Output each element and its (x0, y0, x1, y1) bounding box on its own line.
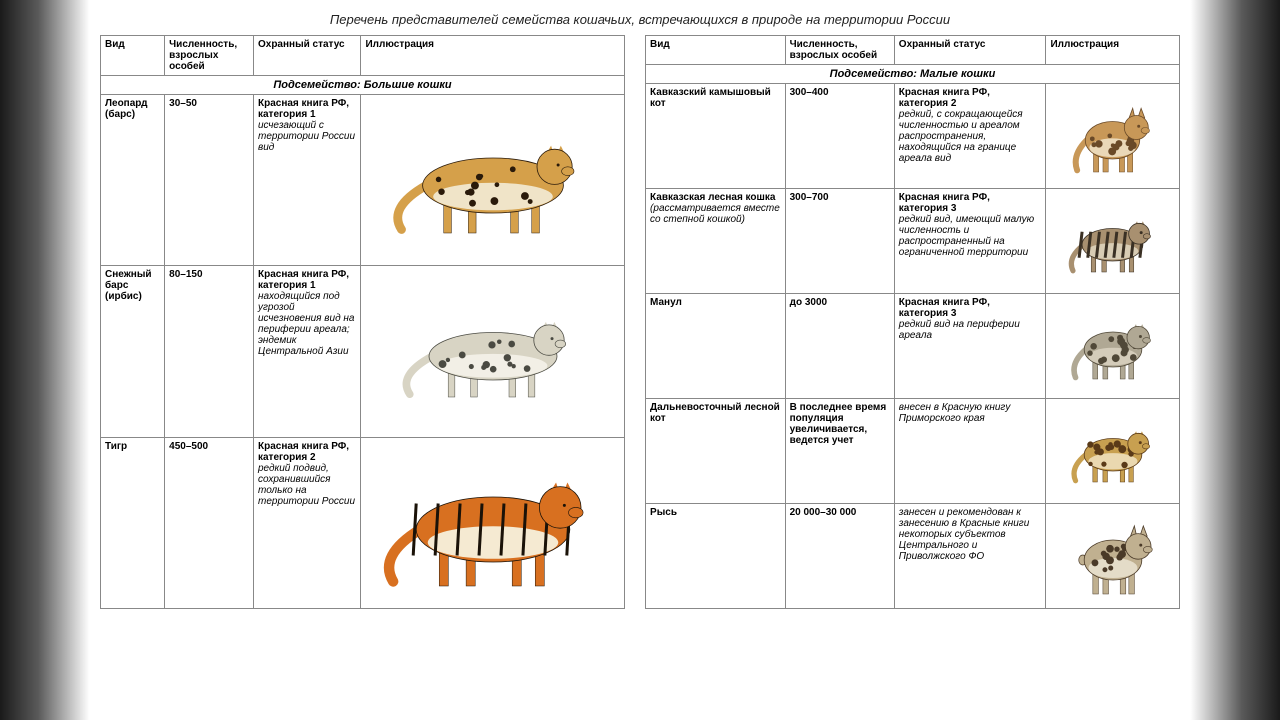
cell-illustration (1046, 504, 1180, 609)
status-note: исчезающий с территории России вид (258, 120, 356, 153)
species-name: Рысь (650, 507, 781, 518)
species-name: Кавказская лесная кошка (650, 192, 781, 203)
table-row: Тигр 450–500Красная книга РФ, категория 2… (101, 437, 625, 608)
cat-illustration-icon (1050, 419, 1175, 484)
table-row: Дальневосточный лесной котВ последнее вр… (646, 399, 1180, 504)
cell-population: 30–50 (165, 95, 254, 266)
cell-illustration (361, 437, 625, 608)
cell-population: 300–400 (785, 84, 894, 189)
cell-illustration (1046, 294, 1180, 399)
header-illustration: Иллюстрация (1046, 36, 1180, 65)
cell-status: Красная книга РФ, категория 2редкий подв… (253, 437, 360, 608)
status-note: редкий подвид, сохранившийся только на т… (258, 463, 356, 507)
table-row: Леопард (барс)30–50Красная книга РФ, кат… (101, 95, 625, 266)
header-status: Охранный статус (894, 36, 1046, 65)
status-main: Красная книга РФ, категория 2 (899, 87, 1042, 109)
cell-illustration (1046, 399, 1180, 504)
cell-status: Красная книга РФ, категория 3редкий вид … (894, 294, 1046, 399)
cell-status: Красная книга РФ, категория 3редкий вид,… (894, 189, 1046, 294)
species-name: Снежный барс (ирбис) (105, 269, 160, 302)
species-name: Манул (650, 297, 781, 308)
cell-illustration (1046, 84, 1180, 189)
table-row: Снежный барс (ирбис)80–150Красная книга … (101, 266, 625, 437)
cell-illustration (1046, 189, 1180, 294)
status-note: внесен в Красную книгу Приморского края (899, 402, 1042, 424)
header-illustration: Иллюстрация (361, 36, 625, 76)
status-main: Красная книга РФ, категория 2 (258, 441, 356, 463)
table-row: Кавказская лесная кошка(рассматривается … (646, 189, 1180, 294)
header-status: Охранный статус (253, 36, 360, 76)
status-note: редкий, с сокращающейся численностью и а… (899, 109, 1042, 164)
status-main: Красная книга РФ, категория 3 (899, 297, 1042, 319)
page-title: Перечень представителей семейства кошачь… (0, 0, 1280, 35)
table-row: Рысь 20 000–30 000занесен и рекомендован … (646, 504, 1180, 609)
table-small-cats: Вид Численность, взрослых особей Охранны… (645, 35, 1180, 609)
cell-species: Рысь (646, 504, 786, 609)
cat-illustration-icon (1050, 99, 1175, 174)
tables-container: Вид Численность, взрослых особей Охранны… (0, 35, 1280, 609)
cell-species: Кавказская лесная кошка(рассматривается … (646, 189, 786, 294)
cell-illustration (361, 95, 625, 266)
cell-status: внесен в Красную книгу Приморского края (894, 399, 1046, 504)
status-note: находящийся под угрозой исчезновения вид… (258, 291, 356, 357)
cell-status: Красная книга РФ, категория 1находящийся… (253, 266, 360, 437)
header-species: Вид (646, 36, 786, 65)
cat-illustration-icon (1050, 311, 1175, 381)
cell-species: Леопард (барс) (101, 95, 165, 266)
cat-illustration-icon (365, 125, 620, 235)
cell-illustration (361, 266, 625, 437)
table-row: Манул до 3000Красная книга РФ, категория … (646, 294, 1180, 399)
cell-population: до 3000 (785, 294, 894, 399)
cell-status: Красная книга РФ, категория 2редкий, с с… (894, 84, 1046, 189)
status-note: редкий вид, имеющий малую численность и … (899, 214, 1042, 258)
cell-population: 20 000–30 000 (785, 504, 894, 609)
species-name: Кавказский камышовый кот (650, 87, 781, 109)
cat-illustration-icon (365, 458, 620, 588)
cell-population: 450–500 (165, 437, 254, 608)
header-population: Численность, взрослых особей (165, 36, 254, 76)
table-header-row: Вид Численность, взрослых особей Охранны… (101, 36, 625, 76)
cat-illustration-icon (1050, 209, 1175, 274)
cat-illustration-icon (365, 304, 620, 399)
cell-species: Снежный барс (ирбис) (101, 266, 165, 437)
cell-species: Манул (646, 294, 786, 399)
species-name: Дальневосточный лесной кот (650, 402, 781, 424)
status-note: редкий вид на периферии ареала (899, 319, 1042, 341)
cell-population: В последнее время популяция увеличиваетс… (785, 399, 894, 504)
status-main: Красная книга РФ, категория 1 (258, 269, 356, 291)
status-main: Красная книга РФ, категория 1 (258, 98, 356, 120)
cell-species: Кавказский камышовый кот (646, 84, 786, 189)
table-header-row: Вид Численность, взрослых особей Охранны… (646, 36, 1180, 65)
subfamily-big-cats: Подсемейство: Большие кошки (101, 76, 625, 95)
table-big-cats: Вид Численность, взрослых особей Охранны… (100, 35, 625, 609)
header-population: Численность, взрослых особей (785, 36, 894, 65)
cell-species: Дальневосточный лесной кот (646, 399, 786, 504)
subfamily-small-cats: Подсемейство: Малые кошки (646, 65, 1180, 84)
status-main: Красная книга РФ, категория 3 (899, 192, 1042, 214)
cell-status: Красная книга РФ, категория 1исчезающий … (253, 95, 360, 266)
status-note: занесен и рекомендован к занесению в Кра… (899, 507, 1042, 562)
cell-species: Тигр (101, 437, 165, 608)
cell-population: 300–700 (785, 189, 894, 294)
cell-status: занесен и рекомендован к занесению в Кра… (894, 504, 1046, 609)
species-name: Тигр (105, 441, 160, 452)
cat-illustration-icon (1050, 516, 1175, 596)
cell-population: 80–150 (165, 266, 254, 437)
header-species: Вид (101, 36, 165, 76)
species-name: Леопард (барс) (105, 98, 160, 120)
species-note: (рассматривается вместе со степной кошко… (650, 203, 781, 225)
table-row: Кавказский камышовый кот300–400Красная к… (646, 84, 1180, 189)
